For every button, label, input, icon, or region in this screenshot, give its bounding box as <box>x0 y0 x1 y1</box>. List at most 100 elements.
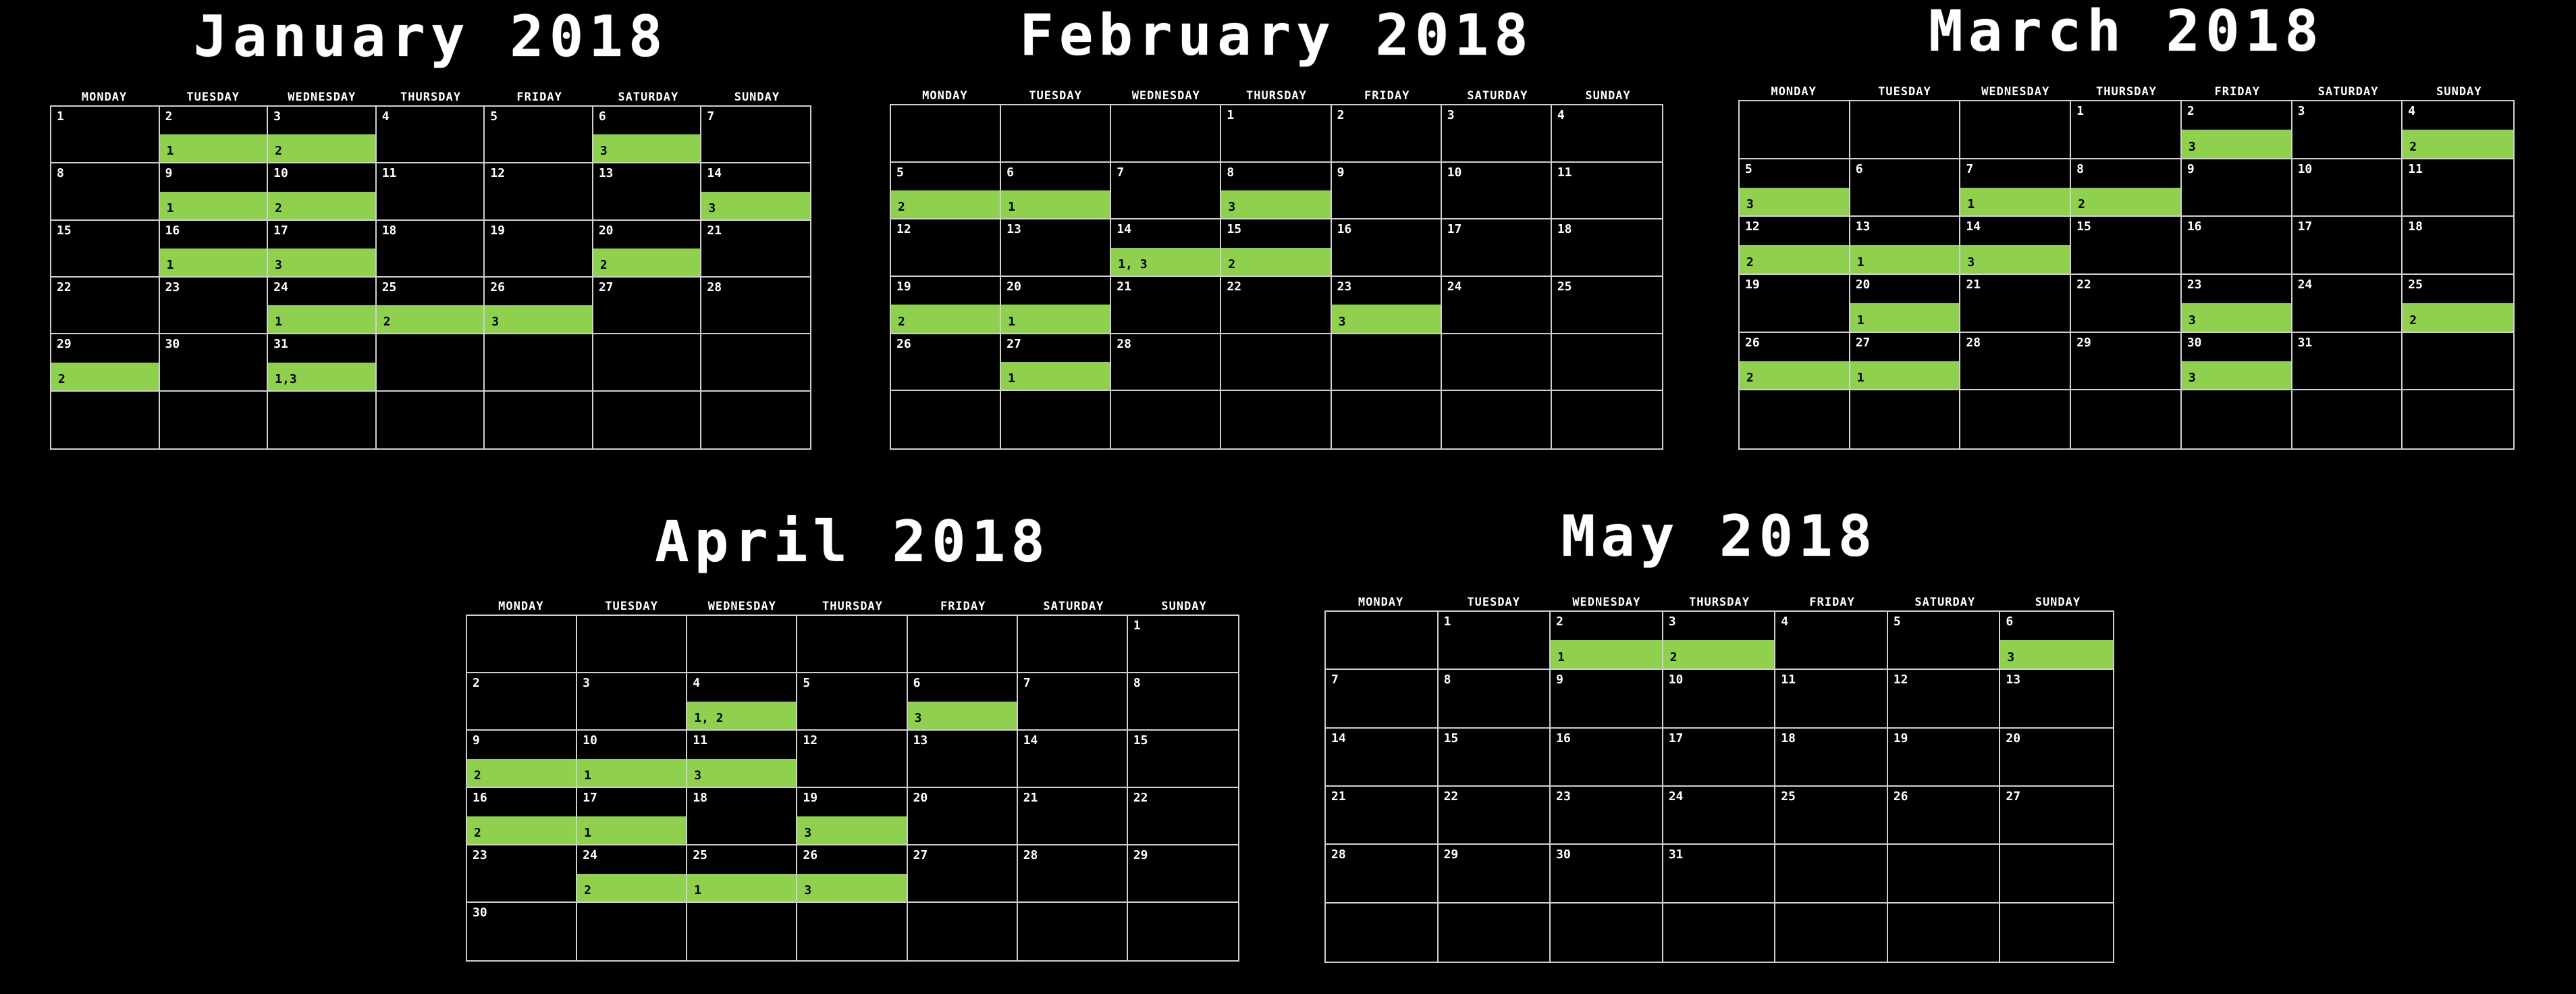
day-cell[interactable]: 20 1 <box>1850 274 1961 333</box>
day-cell[interactable]: 1 <box>1221 105 1332 163</box>
day-cell[interactable]: 13 1 <box>1850 217 1961 275</box>
day-cell[interactable]: 3 <box>2292 101 2403 159</box>
day-cell[interactable]: 3 <box>577 673 688 731</box>
day-cell[interactable]: 12 <box>485 163 593 221</box>
day-cell[interactable]: 4 1, 2 <box>687 673 798 731</box>
day-cell[interactable]: 11 3 <box>687 731 798 788</box>
day-cell[interactable]: 7 <box>1326 670 1439 729</box>
day-cell[interactable]: 21 <box>1960 274 2072 333</box>
day-cell[interactable]: 17 3 <box>268 220 377 278</box>
day-cell[interactable]: 23 <box>159 278 269 335</box>
day-cell[interactable]: 10 2 <box>268 163 377 221</box>
day-cell[interactable]: 1 <box>1127 616 1238 673</box>
day-cell[interactable]: 14 1, 3 <box>1111 219 1222 277</box>
day-cell[interactable]: 23 <box>1551 787 1663 845</box>
day-cell[interactable]: 6 <box>1850 159 1961 217</box>
day-cell[interactable]: 18 <box>2403 217 2513 275</box>
day-cell[interactable]: 28 <box>1326 845 1439 904</box>
day-cell[interactable]: 29 <box>1127 845 1238 903</box>
day-cell[interactable]: 21 <box>1326 787 1439 845</box>
day-cell[interactable]: 10 <box>1663 670 1776 729</box>
day-cell[interactable]: 27 1 <box>1001 334 1112 392</box>
day-cell[interactable]: 10 <box>1441 162 1552 220</box>
day-cell[interactable]: 20 <box>907 788 1018 845</box>
day-cell[interactable]: 1 <box>1438 612 1551 671</box>
day-cell[interactable]: 17 <box>1441 219 1552 277</box>
day-cell[interactable]: 22 <box>1127 788 1238 845</box>
day-cell[interactable]: 18 <box>687 788 798 845</box>
day-cell[interactable]: 30 <box>1551 845 1663 904</box>
day-cell[interactable]: 17 1 <box>577 788 688 845</box>
day-cell[interactable]: 23 3 <box>1331 276 1442 334</box>
day-cell[interactable]: 31 1,3 <box>268 334 377 392</box>
day-cell[interactable]: 5 <box>797 673 908 731</box>
day-cell[interactable]: 12 2 <box>1740 217 1850 275</box>
day-cell[interactable]: 21 <box>701 221 810 278</box>
day-cell[interactable]: 9 <box>2181 159 2292 217</box>
day-cell[interactable]: 7 <box>1017 673 1128 731</box>
day-cell[interactable]: 4 <box>376 107 485 164</box>
day-cell[interactable]: 26 3 <box>485 278 593 335</box>
day-cell[interactable]: 14 3 <box>701 163 810 221</box>
day-cell[interactable]: 19 <box>1740 274 1850 333</box>
day-cell[interactable]: 2 <box>1331 105 1442 163</box>
day-cell[interactable]: 16 <box>1331 219 1442 277</box>
day-cell[interactable]: 8 <box>1127 673 1238 731</box>
day-cell[interactable]: 11 <box>2403 159 2513 217</box>
day-cell[interactable]: 14 3 <box>1960 217 2072 275</box>
day-cell[interactable]: 19 <box>485 220 593 278</box>
day-cell[interactable]: 27 <box>907 845 1018 903</box>
day-cell[interactable]: 7 <box>1111 162 1222 220</box>
day-cell[interactable]: 12 <box>891 219 1002 277</box>
day-cell[interactable]: 13 <box>2000 670 2113 729</box>
day-cell[interactable]: 15 2 <box>1221 219 1332 277</box>
day-cell[interactable]: 24 <box>1441 276 1552 334</box>
day-cell[interactable]: 26 2 <box>1740 332 1850 391</box>
day-cell[interactable]: 7 <box>701 107 810 164</box>
day-cell[interactable]: 23 3 <box>2181 274 2292 333</box>
day-cell[interactable]: 10 1 <box>577 731 688 788</box>
day-cell[interactable]: 15 <box>51 220 160 278</box>
day-cell[interactable]: 20 <box>2000 729 2113 787</box>
day-cell[interactable]: 21 <box>1111 276 1222 334</box>
day-cell[interactable]: 13 <box>1001 219 1112 277</box>
day-cell[interactable]: 24 <box>1663 787 1776 845</box>
day-cell[interactable]: 22 <box>51 278 160 335</box>
day-cell[interactable]: 28 <box>701 278 810 335</box>
day-cell[interactable]: 23 <box>467 845 578 903</box>
day-cell[interactable]: 25 <box>1775 787 1888 845</box>
day-cell[interactable]: 15 <box>1438 728 1551 787</box>
day-cell[interactable]: 9 <box>1331 162 1442 220</box>
day-cell[interactable]: 1 <box>2071 101 2182 159</box>
day-cell[interactable]: 28 <box>1111 334 1222 392</box>
day-cell[interactable]: 20 2 <box>593 220 702 278</box>
day-cell[interactable]: 18 <box>1551 219 1662 277</box>
day-cell[interactable]: 12 <box>1887 670 2001 729</box>
day-cell[interactable]: 20 1 <box>1001 276 1112 334</box>
day-cell[interactable]: 30 <box>159 334 269 392</box>
day-cell[interactable]: 13 <box>907 731 1018 788</box>
day-cell[interactable]: 11 <box>1775 670 1888 729</box>
day-cell[interactable]: 13 <box>593 163 702 221</box>
day-cell[interactable]: 8 <box>51 163 160 221</box>
day-cell[interactable]: 25 2 <box>376 278 485 335</box>
day-cell[interactable]: 31 <box>1663 845 1776 904</box>
day-cell[interactable]: 27 <box>593 278 702 335</box>
day-cell[interactable]: 22 <box>2071 274 2182 333</box>
day-cell[interactable]: 16 1 <box>159 220 269 278</box>
day-cell[interactable]: 27 1 <box>1850 332 1961 391</box>
day-cell[interactable]: 25 2 <box>2403 275 2513 333</box>
day-cell[interactable]: 14 <box>1017 731 1128 788</box>
day-cell[interactable]: 22 <box>1438 787 1551 845</box>
day-cell[interactable]: 28 <box>1960 332 2072 391</box>
